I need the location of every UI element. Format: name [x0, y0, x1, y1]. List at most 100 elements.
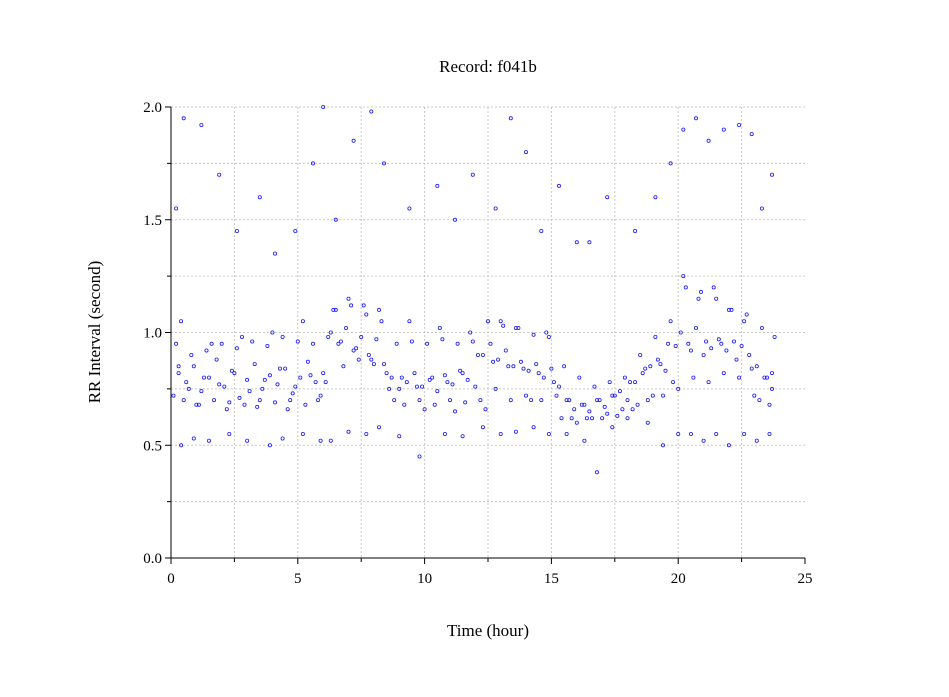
- data-point: [414, 384, 419, 389]
- data-point: [369, 357, 374, 362]
- data-point: [645, 420, 650, 425]
- data-point: [605, 411, 610, 416]
- data-point: [270, 330, 275, 335]
- data-point: [255, 404, 260, 409]
- y-tick-label: 0.0: [143, 551, 162, 567]
- data-point: [770, 371, 775, 376]
- data-point: [346, 429, 351, 434]
- data-point: [389, 375, 394, 380]
- data-point: [592, 384, 597, 389]
- data-point: [549, 366, 554, 371]
- data-point: [435, 183, 440, 188]
- data-point: [442, 431, 447, 436]
- data-point: [678, 330, 683, 335]
- data-point: [478, 398, 483, 403]
- data-point: [676, 386, 681, 391]
- data-point: [584, 416, 589, 421]
- data-point: [600, 416, 605, 421]
- data-point: [336, 341, 341, 346]
- data-point: [529, 398, 534, 403]
- data-point: [501, 323, 506, 328]
- data-point: [739, 343, 744, 348]
- data-point: [465, 377, 470, 382]
- data-point: [546, 334, 551, 339]
- data-point: [688, 431, 693, 436]
- data-point: [498, 431, 503, 436]
- data-point: [706, 138, 711, 143]
- data-point: [303, 402, 308, 407]
- data-point: [480, 352, 485, 357]
- data-point: [194, 402, 199, 407]
- data-point: [394, 341, 399, 346]
- data-point: [227, 400, 232, 405]
- data-point: [409, 339, 414, 344]
- data-point: [671, 380, 676, 385]
- data-point: [567, 398, 572, 403]
- data-point: [721, 127, 726, 132]
- data-point: [397, 434, 402, 439]
- data-point: [498, 319, 503, 324]
- data-point: [397, 386, 402, 391]
- data-point: [425, 341, 430, 346]
- data-point: [554, 393, 559, 398]
- data-point: [681, 274, 686, 279]
- data-point: [595, 470, 600, 475]
- data-point: [250, 339, 255, 344]
- data-point: [212, 398, 217, 403]
- data-point: [376, 425, 381, 430]
- data-point: [483, 407, 488, 412]
- data-point: [176, 371, 181, 376]
- data-point: [171, 393, 176, 398]
- data-point: [242, 402, 247, 407]
- data-point: [430, 375, 435, 380]
- data-point: [387, 386, 392, 391]
- data-point: [463, 400, 468, 405]
- data-point: [595, 398, 600, 403]
- data-point: [513, 325, 518, 330]
- data-point: [534, 362, 539, 367]
- data-point: [412, 371, 417, 376]
- data-point: [544, 330, 549, 335]
- data-point: [227, 431, 232, 436]
- data-point: [493, 386, 498, 391]
- data-point: [369, 109, 374, 114]
- chart-title: Record: f041b: [439, 57, 537, 76]
- data-point: [772, 334, 777, 339]
- data-point: [480, 425, 485, 430]
- data-point: [245, 377, 250, 382]
- data-point: [252, 362, 257, 367]
- data-point: [305, 359, 310, 364]
- data-point: [587, 409, 592, 414]
- data-point: [280, 436, 285, 441]
- x-axis-label: Time (hour): [447, 621, 529, 640]
- data-point: [432, 402, 437, 407]
- data-point: [460, 434, 465, 439]
- data-point: [288, 398, 293, 403]
- data-point: [732, 339, 737, 344]
- data-point: [308, 373, 313, 378]
- data-point: [272, 400, 277, 405]
- data-point: [704, 339, 709, 344]
- data-point: [392, 398, 397, 403]
- data-point: [752, 393, 757, 398]
- axes: [165, 106, 806, 564]
- data-point: [577, 375, 582, 380]
- data-point: [521, 366, 526, 371]
- data-point: [524, 393, 529, 398]
- data-point: [262, 377, 267, 382]
- data-point: [295, 339, 300, 344]
- data-point: [201, 375, 206, 380]
- data-point: [470, 339, 475, 344]
- data-point: [267, 373, 272, 378]
- data-point: [356, 357, 361, 362]
- data-point: [333, 217, 338, 222]
- data-point: [280, 334, 285, 339]
- data-point: [206, 438, 211, 443]
- data-points: [171, 105, 777, 475]
- data-point: [275, 382, 280, 387]
- data-point: [615, 413, 620, 418]
- data-point: [199, 123, 204, 128]
- data-point: [551, 380, 556, 385]
- data-point: [605, 195, 610, 200]
- data-point: [217, 172, 222, 177]
